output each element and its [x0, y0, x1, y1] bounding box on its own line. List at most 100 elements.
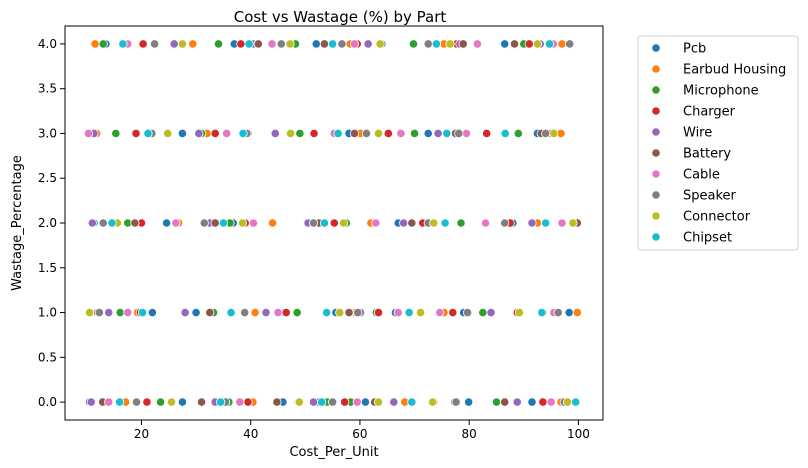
data-point [163, 128, 173, 139]
data-point [295, 128, 305, 139]
data-point [169, 39, 179, 49]
data-point [83, 128, 94, 139]
data-point [491, 397, 502, 407]
data-point [285, 128, 296, 139]
data-point [454, 128, 464, 139]
data-point [147, 307, 157, 318]
data-point [98, 218, 108, 228]
data-point [322, 307, 332, 318]
data-point [440, 218, 450, 228]
data-point [236, 39, 246, 49]
data-point [243, 397, 253, 407]
data-point [500, 218, 510, 228]
legend-marker [651, 64, 661, 74]
data-point [155, 397, 166, 407]
data-point [237, 218, 248, 228]
data-point [338, 218, 349, 228]
data-point [383, 128, 393, 139]
data-point [149, 39, 160, 49]
data-point [319, 39, 330, 49]
legend-label: Connector [683, 210, 751, 225]
data-point [361, 128, 372, 139]
legend-marker [651, 211, 661, 221]
y-axis-label: Wastage_Percentage [10, 155, 25, 291]
data-point [115, 307, 125, 318]
legend-label: Cable [683, 168, 720, 183]
data-point [309, 128, 319, 139]
data-point [409, 128, 420, 139]
data-point [196, 397, 207, 407]
data-point [544, 39, 555, 49]
data-point [90, 39, 100, 49]
data-point [445, 39, 455, 49]
data-point [294, 397, 304, 407]
data-point [130, 218, 140, 228]
data-point [557, 39, 567, 49]
data-point [373, 128, 384, 139]
data-point [328, 39, 338, 49]
data-point [571, 397, 581, 407]
data-point [375, 39, 385, 49]
chart-title: Cost vs Wastage (%) by Part [234, 8, 447, 26]
legend-marker [651, 148, 661, 158]
data-point [205, 307, 215, 318]
data-point [363, 39, 373, 49]
data-point [458, 39, 468, 49]
data-point [448, 307, 458, 318]
y-tick-label: 2.5 [38, 171, 57, 185]
legend-box [637, 35, 799, 251]
data-point [464, 397, 474, 407]
data-point [285, 39, 295, 49]
data-point [500, 128, 510, 139]
data-point [311, 39, 321, 49]
data-point [514, 307, 525, 318]
data-point [393, 307, 403, 318]
legend: Pcb Earbud Housing Microphone Charger Wire Ba… [637, 35, 799, 251]
y-axis: 0.0 0.5 1.0 1.5 2.0 2.5 3.0 3.5 4.0 [38, 37, 65, 409]
data-point [87, 218, 97, 228]
data-point [281, 307, 291, 318]
data-point [308, 397, 319, 407]
data-point [253, 39, 263, 49]
y-tick-label: 1.0 [38, 306, 57, 320]
data-point [84, 307, 95, 318]
data-point [111, 128, 121, 139]
data-point [442, 128, 452, 139]
data-point [408, 39, 419, 49]
data-point [371, 218, 381, 228]
data-point [486, 307, 496, 318]
data-point [292, 307, 302, 318]
data-point [328, 397, 338, 407]
x-axis-label: Cost_Per_Unit [289, 445, 378, 460]
data-point [524, 39, 534, 49]
data-point [557, 218, 567, 228]
data-point [199, 218, 209, 228]
data-point [104, 307, 114, 318]
legend-marker [651, 43, 661, 53]
data-point [349, 128, 360, 139]
data-point [480, 218, 491, 228]
data-point [461, 128, 472, 139]
data-point [337, 39, 347, 49]
data-point [131, 397, 142, 407]
data-point [373, 397, 384, 407]
legend-label: Earbud Housing [683, 63, 786, 78]
legend-marker [651, 232, 661, 242]
data-point [500, 397, 510, 407]
data-point [143, 128, 153, 139]
data-point [433, 128, 443, 139]
y-tick-label: 2.0 [38, 216, 57, 230]
y-tick-label: 1.5 [38, 261, 57, 275]
data-point [512, 397, 522, 407]
legend-label: Microphone [683, 84, 759, 99]
data-point [210, 128, 220, 139]
data-point [213, 39, 224, 49]
data-point [399, 218, 409, 228]
data-point [123, 307, 133, 318]
data-point [137, 307, 148, 318]
data-point [319, 218, 330, 228]
data-point [177, 397, 188, 407]
data-point [423, 39, 433, 49]
y-tick-label: 3.5 [38, 82, 57, 96]
data-point [276, 39, 286, 49]
